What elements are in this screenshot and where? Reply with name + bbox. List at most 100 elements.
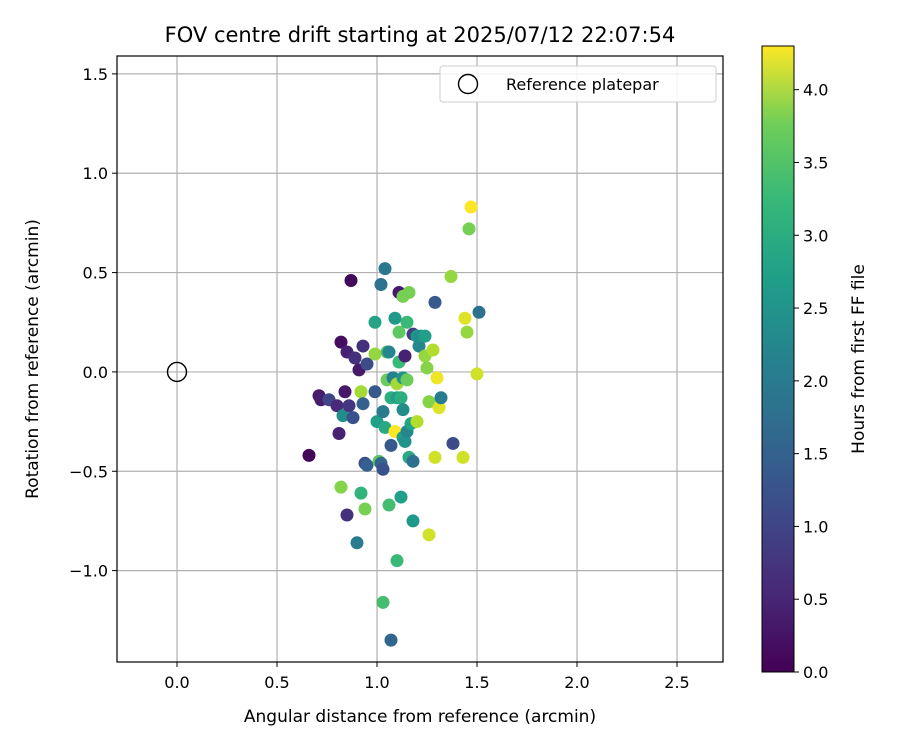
y-tick-label: −0.5 (69, 462, 108, 481)
scatter-point (412, 339, 426, 353)
colorbar-tick-label: 0.5 (803, 590, 828, 609)
colorbar-label: Hours from first FF file (849, 264, 869, 454)
colorbar-tick-label: 4.0 (803, 81, 828, 100)
scatter-point (444, 270, 458, 284)
scatter-point (360, 357, 374, 371)
scatter-point (376, 462, 390, 476)
legend-box (439, 65, 717, 103)
scatter-point (384, 633, 398, 647)
scatter-point (334, 480, 348, 494)
scatter-point (458, 311, 472, 325)
scatter-point (368, 385, 382, 399)
scatter-point (426, 343, 440, 357)
scatter-point (346, 411, 360, 425)
scatter-point (394, 391, 408, 405)
legend-open-circle-marker (457, 73, 479, 95)
scatter-point (422, 528, 436, 542)
scatter-point (472, 305, 486, 319)
scatter-point (462, 222, 476, 236)
scatter-point (344, 274, 358, 288)
scatter-point (376, 595, 390, 609)
legend: Reference platepar (439, 65, 717, 103)
scatter-point (354, 486, 368, 500)
scatter-point (340, 508, 354, 522)
scatter-point (446, 436, 460, 450)
colorbar-tick-label: 1.0 (803, 517, 828, 536)
reference-platepar-marker (166, 361, 188, 383)
scatter-point (432, 401, 446, 415)
scatter-point (382, 345, 396, 359)
scatter-point (358, 502, 372, 516)
x-axis-ticks: 0.0 0.5 1.0 1.5 2.0 2.5 (164, 662, 690, 692)
scatter-point (428, 450, 442, 464)
scatter-point (342, 399, 356, 413)
scatter-point (392, 325, 406, 339)
scatter-point (356, 339, 370, 353)
colorbar: 0.0 0.5 1.0 1.5 2.0 2.5 3.0 3.5 4.0 Hours from f… (761, 45, 869, 682)
colorbar-ticks: 0.0 0.5 1.0 1.5 2.0 2.5 3.0 3.5 4.0 (794, 81, 828, 682)
y-axis-ticks: −1.0 −0.5 0.0 0.5 1.0 1.5 (69, 65, 117, 581)
scatter-point (348, 351, 362, 365)
x-tick-label: 0.5 (264, 673, 289, 692)
reference-marker (166, 361, 188, 383)
scatter-point (382, 498, 396, 512)
scatter-point (464, 200, 478, 214)
scatter-point (384, 438, 398, 452)
scatter-point (406, 514, 420, 528)
data-points (302, 200, 486, 647)
x-tick-label: 2.5 (664, 673, 689, 692)
x-tick-label: 1.5 (464, 673, 489, 692)
scatter-point (390, 554, 404, 568)
scatter-point (410, 415, 424, 429)
scatter-point (460, 325, 474, 339)
scatter-point (430, 371, 444, 385)
x-axis-label: Angular distance from reference (arcmin) (244, 707, 596, 727)
scatter-point (378, 421, 392, 435)
chart-title: FOV centre drift starting at 2025/07/12 … (165, 23, 676, 47)
colorbar-tick-label: 1.5 (803, 445, 828, 464)
y-tick-label: 0.0 (83, 363, 108, 382)
scatter-point (402, 285, 416, 299)
y-tick-label: 1.0 (83, 164, 108, 183)
scatter-point (428, 295, 442, 309)
scatter-point (418, 329, 432, 343)
scatter-point (336, 409, 350, 423)
scatter-point (338, 385, 352, 399)
scatter-point (422, 395, 436, 409)
scatter-point (398, 349, 412, 363)
x-tick-label: 2.0 (564, 673, 589, 692)
scatter-point (456, 450, 470, 464)
colorbar-tick-label: 2.5 (803, 299, 828, 318)
scatter-point (398, 434, 412, 448)
scatter-point (350, 536, 364, 550)
y-tick-label: 0.5 (83, 264, 108, 283)
scatter-point (470, 367, 484, 381)
scatter-point (396, 403, 410, 417)
scatter-point (368, 315, 382, 329)
y-tick-label: 1.5 (83, 65, 108, 84)
scatter-point (420, 361, 434, 375)
scatter-point (332, 427, 346, 441)
plot-area-frame (116, 55, 724, 663)
x-tick-label: 0.0 (164, 673, 189, 692)
scatter-point (356, 397, 370, 411)
scatter-point (388, 311, 402, 325)
colorbar-tick-label: 2.0 (803, 372, 828, 391)
scatter-point (376, 405, 390, 419)
colorbar-tick-label: 3.0 (803, 226, 828, 245)
scatter-point (368, 347, 382, 361)
legend-label-reference-platepar: Reference platepar (506, 75, 659, 94)
scatter-point (400, 315, 414, 329)
grid (117, 56, 723, 662)
scatter-point (374, 277, 388, 291)
scatter-point (334, 335, 348, 349)
scatter-point (302, 448, 316, 462)
scatter-point (360, 458, 374, 472)
scatter-point (354, 385, 368, 399)
scatter-point (394, 490, 408, 504)
colorbar-gradient (761, 45, 795, 673)
colorbar-tick-label: 0.0 (803, 663, 828, 682)
colorbar-tick-label: 3.5 (803, 153, 828, 172)
scatter-point (378, 262, 392, 276)
